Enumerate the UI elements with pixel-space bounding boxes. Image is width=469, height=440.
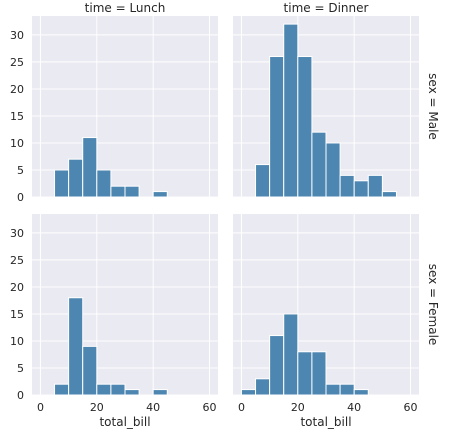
histogram-bar — [54, 169, 70, 198]
x-tick-label: 20 — [90, 401, 104, 414]
histogram-bar — [124, 185, 140, 198]
histogram-bar — [283, 313, 299, 396]
histogram-bar — [68, 158, 84, 198]
histogram-bar — [255, 164, 271, 198]
y-tick-label: 20 — [10, 83, 24, 96]
x-tick-label: 40 — [347, 401, 361, 414]
histogram-bar — [297, 56, 313, 198]
y-tick-label: 30 — [10, 29, 24, 42]
y-tick-label: 20 — [10, 281, 24, 294]
histogram-bar — [269, 335, 285, 396]
histogram-bar — [96, 383, 112, 396]
panel-background — [32, 16, 218, 197]
histogram-bar — [110, 185, 126, 198]
x-tick-label: 60 — [203, 401, 217, 414]
histogram-bar — [381, 191, 397, 198]
y-tick-label: 15 — [10, 308, 24, 321]
histogram-bar — [339, 174, 355, 198]
histogram-bar — [325, 142, 341, 198]
panel-background — [32, 214, 218, 395]
x-tick-label: 20 — [291, 401, 305, 414]
histogram-bar — [124, 389, 140, 396]
y-tick-label: 0 — [17, 389, 24, 402]
y-tick-label: 10 — [10, 137, 24, 150]
y-tick-label: 5 — [17, 362, 24, 375]
x-tick-label: 40 — [146, 401, 160, 414]
y-tick-label: 10 — [10, 335, 24, 348]
x-axis-label: total_bill — [300, 415, 351, 429]
facet-panel-r0-c0: 0 5 10 15 20 25 30 time = Lunch — [10, 1, 218, 204]
x-axis-label: total_bill — [99, 415, 150, 429]
y-tick-label: 0 — [17, 191, 24, 204]
x-tick-label: 0 — [238, 401, 245, 414]
y-tick-label: 15 — [10, 110, 24, 123]
histogram-bar — [311, 131, 327, 198]
facet-panel-r1-c1: 0 20 40 60 total_bill sex = Female — [233, 214, 440, 429]
y-tick-label: 30 — [10, 227, 24, 240]
histogram-bar — [283, 23, 299, 198]
histogram-bar — [96, 169, 112, 198]
facet-panel-r0-c1: time = Dinner sex = Male — [233, 1, 440, 198]
histogram-bar — [68, 297, 84, 396]
facet-panel-r1-c0: 0 5 10 15 20 25 30 0 20 40 60 total_bill — [10, 214, 218, 429]
histogram-bar — [152, 389, 168, 396]
histogram-bar — [240, 389, 257, 396]
histogram-bar — [353, 389, 369, 396]
y-tick-label: 25 — [10, 254, 24, 267]
histogram-bar — [325, 383, 341, 396]
histogram-bar — [255, 378, 271, 396]
row-facet-title: sex = Female — [426, 264, 440, 346]
column-facet-title: time = Lunch — [85, 1, 166, 15]
histogram-bar — [54, 383, 70, 396]
histogram-bar — [367, 174, 383, 198]
y-tick-label: 5 — [17, 164, 24, 177]
histogram-bar — [110, 383, 126, 396]
histogram-bar — [269, 56, 285, 198]
histogram-bar — [82, 137, 98, 198]
histogram-bar — [82, 345, 98, 396]
histogram-bar — [339, 383, 355, 396]
column-facet-title: time = Dinner — [284, 1, 369, 15]
row-facet-title: sex = Male — [426, 73, 440, 140]
x-tick-label: 0 — [37, 401, 44, 414]
histogram-bar — [297, 351, 313, 396]
y-tick-label: 25 — [10, 56, 24, 69]
histogram-bar — [353, 180, 369, 198]
x-tick-label: 60 — [404, 401, 418, 414]
histogram-bar — [152, 191, 168, 198]
histogram-bar — [311, 351, 327, 396]
